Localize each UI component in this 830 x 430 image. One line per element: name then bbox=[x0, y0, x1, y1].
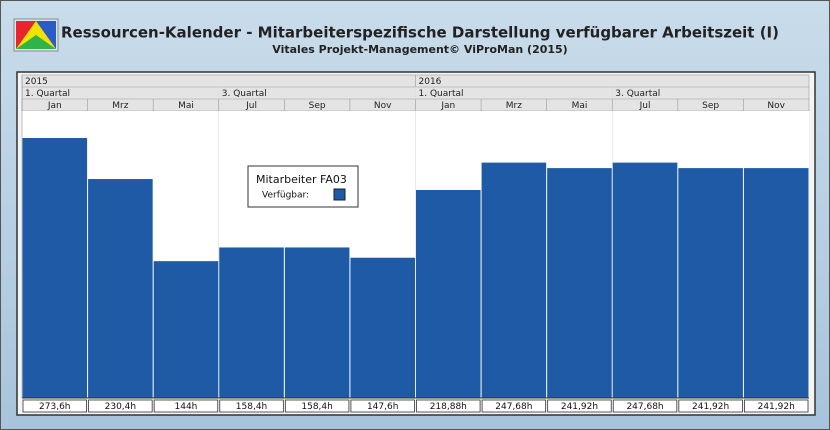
bar bbox=[153, 261, 219, 398]
title: Ressourcen-Kalender - Mitarbeiterspezifi… bbox=[61, 24, 779, 42]
value-cell bbox=[219, 399, 284, 413]
value-label: 218,88h bbox=[430, 402, 467, 412]
value-label: 273,6h bbox=[39, 402, 70, 412]
value-cell bbox=[547, 399, 612, 413]
legend-title: Mitarbeiter FA03 bbox=[256, 173, 347, 186]
month-label: Mrz bbox=[112, 101, 128, 111]
year-label: 2016 bbox=[419, 77, 442, 87]
value-label: 241,92h bbox=[758, 402, 795, 412]
value-label: 158,4h bbox=[236, 402, 267, 412]
value-label: 247,68h bbox=[626, 402, 663, 412]
value-label: 147,6h bbox=[367, 402, 398, 412]
bar bbox=[612, 162, 678, 398]
value-cell bbox=[744, 399, 809, 413]
legend-label: Verfügbar: bbox=[262, 191, 309, 201]
legend-swatch bbox=[333, 188, 346, 201]
bar bbox=[416, 189, 481, 398]
bar bbox=[22, 137, 88, 398]
bar bbox=[547, 168, 612, 398]
month-label: Sep bbox=[309, 101, 326, 111]
month-label: Mrz bbox=[506, 101, 522, 111]
quarter-label: 3. Quartal bbox=[615, 89, 660, 99]
bar bbox=[88, 179, 153, 398]
month-label: Sep bbox=[702, 101, 719, 111]
value-cell bbox=[88, 399, 153, 413]
year-label: 2015 bbox=[25, 77, 48, 87]
bar bbox=[678, 168, 743, 398]
value-cell bbox=[153, 399, 219, 413]
chart: 2015 2016 1. Quartal 3. Quartal 1. Quartal 3.… bbox=[21, 74, 810, 413]
bar bbox=[743, 168, 809, 398]
quarter-label: 1. Quartal bbox=[25, 89, 70, 99]
month-label: Mai bbox=[572, 101, 588, 111]
bar bbox=[219, 247, 284, 398]
value-label: 230,4h bbox=[105, 402, 136, 412]
value-label: 247,68h bbox=[495, 402, 532, 412]
value-cell bbox=[350, 399, 415, 413]
value-cell bbox=[612, 399, 678, 413]
month-label: Nov bbox=[767, 101, 785, 111]
month-label: Mai bbox=[178, 101, 194, 111]
value-label: 241,92h bbox=[692, 402, 729, 412]
value-label: 144h bbox=[175, 402, 198, 412]
value-label: 158,4h bbox=[301, 402, 332, 412]
subtitle: Vitales Projekt-Management© ViProMan (20… bbox=[272, 43, 567, 56]
value-cell bbox=[22, 399, 87, 413]
bar bbox=[284, 247, 350, 398]
month-label: Jul bbox=[639, 101, 651, 111]
value-cell bbox=[481, 399, 547, 413]
month-label: Nov bbox=[374, 101, 392, 111]
value-cell bbox=[678, 399, 743, 413]
bar bbox=[481, 162, 547, 398]
bar bbox=[350, 257, 415, 398]
month-label: Jul bbox=[245, 101, 257, 111]
quarter-label: 3. Quartal bbox=[222, 89, 267, 99]
month-label: Jan bbox=[47, 101, 62, 111]
value-label: 241,92h bbox=[561, 402, 598, 412]
quarter-label: 1. Quartal bbox=[419, 89, 464, 99]
value-cell bbox=[284, 399, 350, 413]
value-cell bbox=[416, 399, 481, 413]
month-label: Jan bbox=[440, 101, 455, 111]
logo bbox=[13, 18, 59, 52]
